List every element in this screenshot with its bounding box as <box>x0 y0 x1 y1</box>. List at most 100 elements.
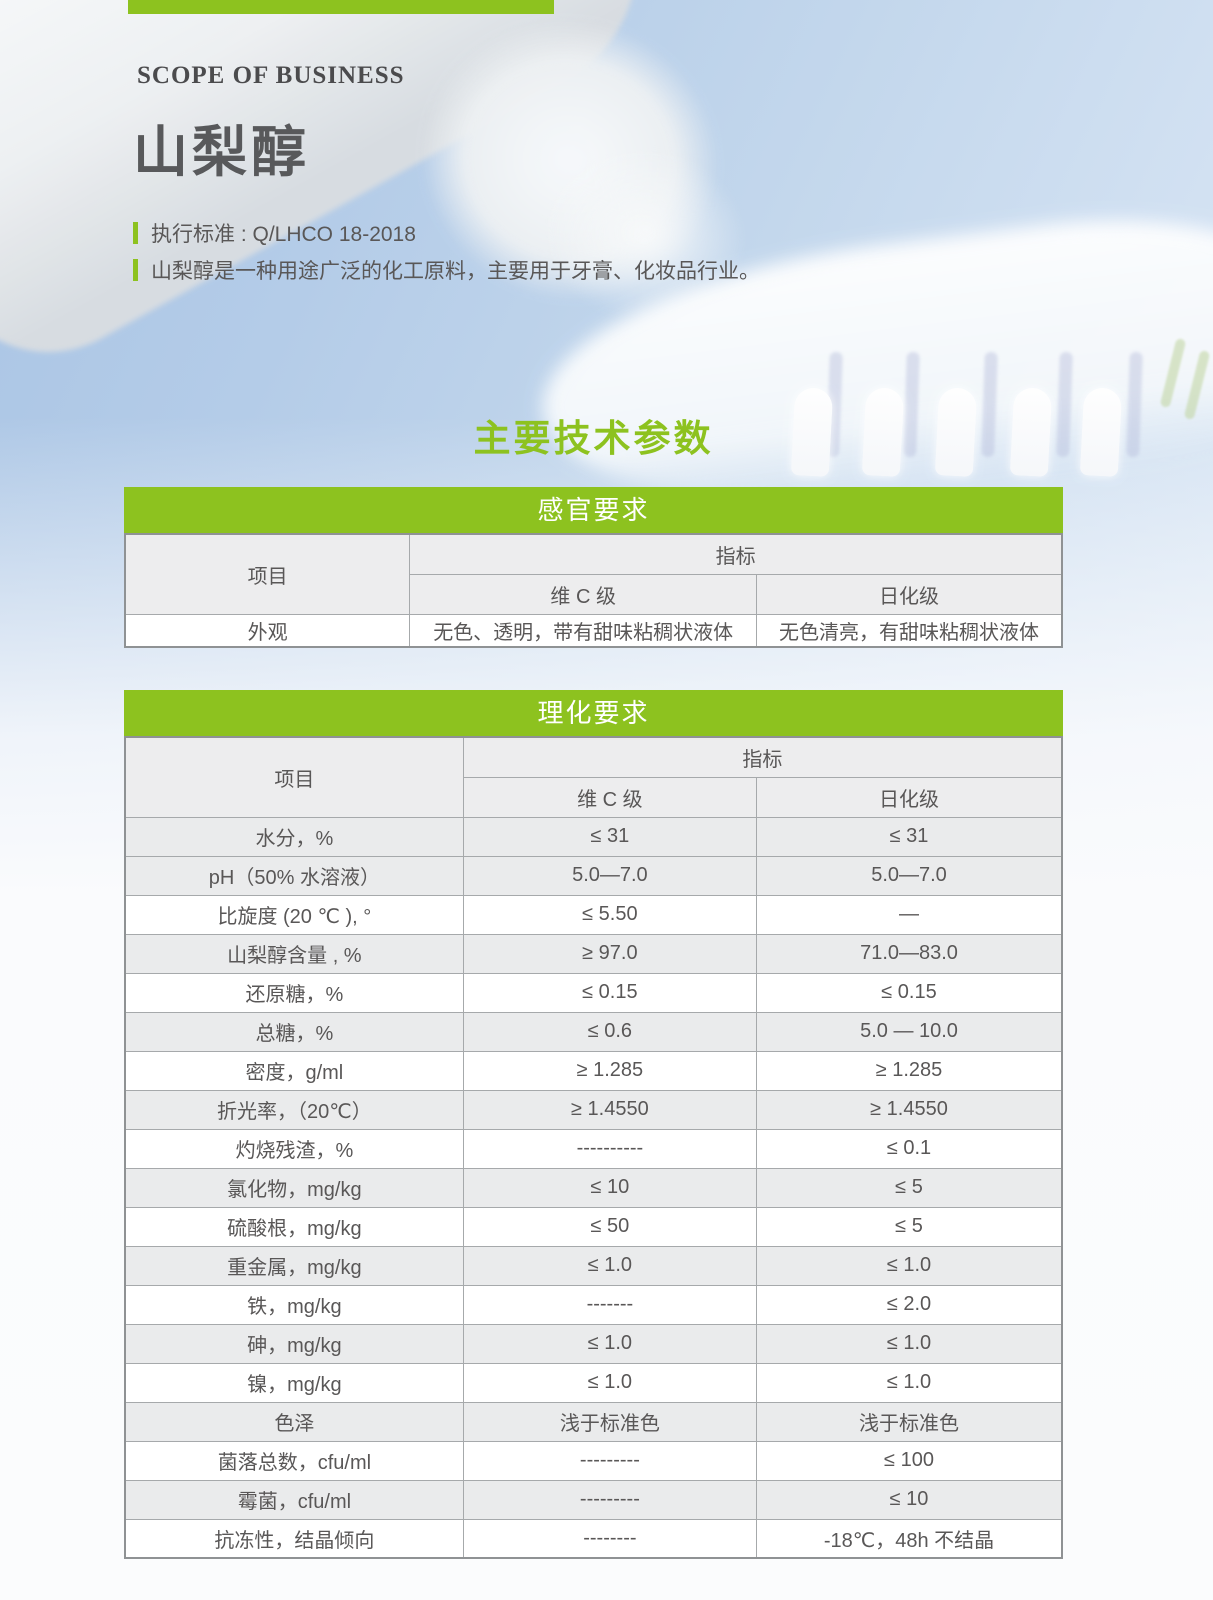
item-cell: 抗冻性，结晶倾向 <box>124 1518 464 1559</box>
item-cell: 菌落总数，cfu/ml <box>124 1440 464 1481</box>
table-row: 霉菌，cfu/ml --------- ≤ 10 <box>124 1479 1063 1520</box>
daily-grade-value: ≥ 1.285 <box>756 1050 1063 1091</box>
bullet-text: 执行标准 : Q/LHCO 18-2018 <box>151 223 416 246</box>
item-cell: 密度，g/ml <box>124 1050 464 1091</box>
table-subheader-row: 维 C 级 日化级 <box>125 573 1063 615</box>
daily-grade-value: 71.0—83.0 <box>756 933 1063 974</box>
vc-grade-value: ≤ 0.6 <box>462 1011 758 1052</box>
daily-grade-value: ≤ 10 <box>756 1479 1063 1520</box>
item-cell: 比旋度 (20 ℃ ), ° <box>124 894 464 935</box>
table-header-row: 项目 指标 <box>124 736 1063 818</box>
col-header-grade-daily: 日化级 <box>756 776 1063 818</box>
page-title: 山梨醇 <box>133 121 311 183</box>
daily-grade-value: ≤ 5 <box>756 1206 1063 1247</box>
daily-grade-value: ≤ 5 <box>756 1167 1063 1208</box>
table-row: 密度，g/ml ≥ 1.285 ≥ 1.285 <box>124 1050 1063 1091</box>
vc-grade-value: ≤ 1.0 <box>462 1245 758 1286</box>
col-header-index: 指标 <box>462 736 1063 778</box>
table-subheader-row: 维 C 级 日化级 <box>125 776 1063 818</box>
vc-grade-value: ≤ 0.15 <box>462 972 758 1013</box>
table-row: 硫酸根，mg/kg ≤ 50 ≤ 5 <box>124 1206 1063 1247</box>
vc-grade-value: ---------- <box>462 1128 758 1169</box>
item-cell: 灼烧残渣，% <box>124 1128 464 1169</box>
table-row: 重金属，mg/kg ≤ 1.0 ≤ 1.0 <box>124 1245 1063 1286</box>
daily-grade-value: ≥ 1.4550 <box>756 1089 1063 1130</box>
vc-grade-value: ≤ 1.0 <box>462 1323 758 1364</box>
table-row: 菌落总数，cfu/ml --------- ≤ 100 <box>124 1440 1063 1481</box>
vc-grade-value: ≥ 97.0 <box>462 933 758 974</box>
item-cell: 山梨醇含量 , % <box>124 933 464 974</box>
top-accent-bar <box>128 0 554 14</box>
vc-grade-value: ------- <box>462 1284 758 1325</box>
daily-grade-value: ≤ 1.0 <box>756 1362 1063 1403</box>
vc-grade-value: ≤ 1.0 <box>462 1362 758 1403</box>
table-row: 水分，% ≤ 31 ≤ 31 <box>124 816 1063 857</box>
daily-grade-value: 5.0—7.0 <box>756 855 1063 896</box>
vc-grade-value: 无色、透明，带有甜味粘稠状液体 <box>409 613 758 648</box>
daily-grade-value: — <box>756 894 1063 935</box>
item-cell: 折光率，（20℃） <box>124 1089 464 1130</box>
bullet-description: 山梨醇是一种用途广泛的化工原料，主要用于牙膏、化妆品行业。 <box>133 255 760 285</box>
col-header-grade-vc: 维 C 级 <box>409 573 758 615</box>
table-row: pH（50% 水溶液） 5.0—7.0 5.0—7.0 <box>124 855 1063 896</box>
daily-grade-value: 浅于标准色 <box>756 1401 1063 1442</box>
vc-grade-value: ≤ 31 <box>462 816 758 857</box>
table-row: 折光率，（20℃） ≥ 1.4550 ≥ 1.4550 <box>124 1089 1063 1130</box>
item-cell: 还原糖，% <box>124 972 464 1013</box>
vc-grade-value: --------- <box>462 1440 758 1481</box>
daily-grade-value: ≤ 0.1 <box>756 1128 1063 1169</box>
table-row: 色泽 浅于标准色 浅于标准色 <box>124 1401 1063 1442</box>
vc-grade-value: ≥ 1.4550 <box>462 1089 758 1130</box>
table-row: 砷，mg/kg ≤ 1.0 ≤ 1.0 <box>124 1323 1063 1364</box>
col-header-index: 指标 <box>409 533 1063 575</box>
table-row: 抗冻性，结晶倾向 -------- -18℃，48h 不结晶 <box>124 1518 1063 1559</box>
item-cell: 水分，% <box>124 816 464 857</box>
table-row: 镍，mg/kg ≤ 1.0 ≤ 1.0 <box>124 1362 1063 1403</box>
vc-grade-value: 5.0—7.0 <box>462 855 758 896</box>
daily-grade-value: ≤ 0.15 <box>756 972 1063 1013</box>
table-row: 灼烧残渣，% ---------- ≤ 0.1 <box>124 1128 1063 1169</box>
vc-grade-value: ≤ 5.50 <box>462 894 758 935</box>
sensory-table-title: 感官要求 <box>124 487 1063 533</box>
col-header-grade-daily: 日化级 <box>756 573 1063 615</box>
item-cell: 砷，mg/kg <box>124 1323 464 1364</box>
table-row: 比旋度 (20 ℃ ), ° ≤ 5.50— <box>124 894 1063 935</box>
daily-grade-value: ≤ 2.0 <box>756 1284 1063 1325</box>
item-cell: 氯化物，mg/kg <box>124 1167 464 1208</box>
section-heading: 主要技术参数 <box>473 418 714 459</box>
item-cell: 铁，mg/kg <box>124 1284 464 1325</box>
table-row: 铁，mg/kg ------- ≤ 2.0 <box>124 1284 1063 1325</box>
col-header-grade-vc: 维 C 级 <box>462 776 758 818</box>
bullet-marker <box>133 259 138 281</box>
sensory-table-grid: 项目 指标 维 C 级 日化级 外观 无色、透明，带有甜味粘稠状液体 无色清亮，有甜… <box>124 533 1063 648</box>
item-cell: 重金属，mg/kg <box>124 1245 464 1286</box>
item-cell: 外观 <box>124 613 411 648</box>
bullet-marker <box>133 222 138 244</box>
item-cell: 镍，mg/kg <box>124 1362 464 1403</box>
daily-grade-value: ≤ 100 <box>756 1440 1063 1481</box>
vc-grade-value: ≤ 50 <box>462 1206 758 1247</box>
vc-grade-value: 浅于标准色 <box>462 1401 758 1442</box>
table-row: 外观 无色、透明，带有甜味粘稠状液体 无色清亮，有甜味粘稠状液体 <box>124 613 1063 648</box>
physchem-table-title: 理化要求 <box>124 690 1063 736</box>
col-header-item: 项目 <box>124 736 464 818</box>
bullet-text: 山梨醇是一种用途广泛的化工原料，主要用于牙膏、化妆品行业。 <box>151 260 760 283</box>
item-cell: 总糖，% <box>124 1011 464 1052</box>
item-cell: 霉菌，cfu/ml <box>124 1479 464 1520</box>
vc-grade-value: ≥ 1.285 <box>462 1050 758 1091</box>
daily-grade-value: ≤ 1.0 <box>756 1323 1063 1364</box>
daily-grade-value: -18℃，48h 不结晶 <box>756 1518 1063 1559</box>
item-cell: 色泽 <box>124 1401 464 1442</box>
bullet-standard: 执行标准 : Q/LHCO 18-2018 <box>133 218 416 248</box>
vc-grade-value: --------- <box>462 1479 758 1520</box>
table-row: 总糖，% ≤ 0.6 5.0 — 10.0 <box>124 1011 1063 1052</box>
item-cell: pH（50% 水溶液） <box>124 855 464 896</box>
section-eyebrow: SCOPE OF BUSINESS <box>137 62 405 89</box>
table-row: 氯化物，mg/kg ≤ 10 ≤ 5 <box>124 1167 1063 1208</box>
table-row: 山梨醇含量 , % ≥ 97.0 71.0—83.0 <box>124 933 1063 974</box>
daily-grade-value: ≤ 31 <box>756 816 1063 857</box>
col-header-item: 项目 <box>124 533 411 615</box>
sensory-table: 感官要求 项目 指标 维 C 级 日化级 外观 无色、透明，带有甜味粘稠状液体 无色… <box>124 487 1063 648</box>
vc-grade-value: ≤ 10 <box>462 1167 758 1208</box>
daily-grade-value: 无色清亮，有甜味粘稠状液体 <box>756 613 1063 648</box>
